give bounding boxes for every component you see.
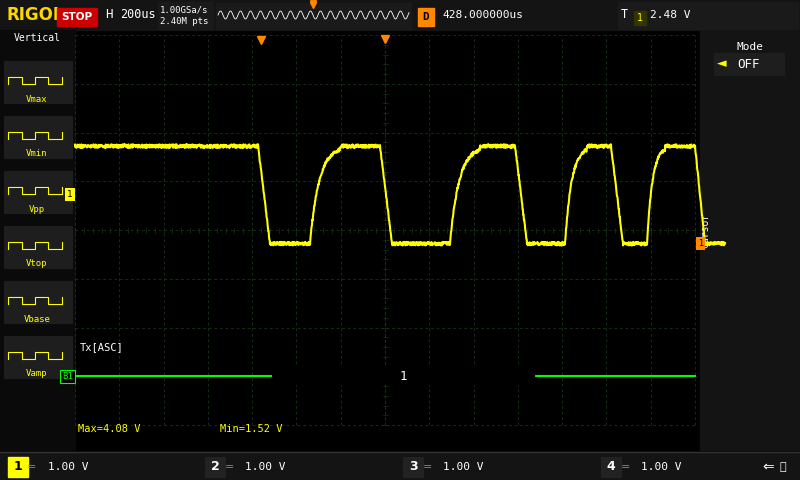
Bar	[158, 2, 213, 29]
Bar	[205, 457, 225, 477]
Bar	[4, 171, 72, 213]
Text: RIGOL: RIGOL	[6, 6, 63, 24]
Text: 1.00 V: 1.00 V	[641, 462, 682, 472]
Bar	[57, 8, 97, 26]
Text: Tx[ASC]: Tx[ASC]	[80, 342, 124, 352]
Bar	[601, 457, 621, 477]
Text: Max=4.08 V: Max=4.08 V	[78, 424, 141, 434]
Bar	[274, 368, 534, 384]
Bar	[714, 53, 784, 75]
Bar	[403, 457, 423, 477]
Text: B1: B1	[62, 372, 73, 381]
Text: =: =	[620, 462, 630, 472]
Bar	[0, 452, 800, 480]
Text: 3: 3	[409, 460, 418, 473]
Bar	[700, 30, 800, 450]
Text: 4: 4	[606, 460, 615, 473]
Text: Vtop: Vtop	[26, 260, 48, 268]
Text: OFF: OFF	[738, 58, 760, 71]
Text: 1: 1	[400, 370, 407, 383]
Text: Cursor: Cursor	[700, 212, 710, 248]
Bar	[618, 2, 798, 29]
Text: 1.00 V: 1.00 V	[443, 462, 483, 472]
Text: Mode: Mode	[737, 42, 763, 52]
Bar	[4, 281, 72, 323]
Bar	[634, 11, 646, 25]
Text: =: =	[224, 462, 234, 472]
Text: 428.000000us: 428.000000us	[442, 10, 523, 20]
Bar	[0, 0, 800, 30]
Text: 1.00GSa/s: 1.00GSa/s	[160, 5, 208, 14]
Text: D: D	[422, 12, 430, 22]
Text: 1: 1	[67, 191, 73, 199]
Bar	[0, 30, 75, 450]
Text: Vamp: Vamp	[26, 370, 48, 379]
Text: ◄: ◄	[717, 58, 727, 71]
Text: Min=1.52 V: Min=1.52 V	[220, 424, 282, 434]
Text: 🔊: 🔊	[779, 462, 786, 472]
Bar	[4, 226, 72, 268]
Text: Vmax: Vmax	[26, 95, 48, 104]
Bar	[4, 61, 72, 103]
Text: Vmin: Vmin	[26, 149, 48, 158]
Text: 1: 1	[698, 239, 703, 248]
Text: 2.40M pts: 2.40M pts	[160, 16, 208, 25]
Text: 1.00 V: 1.00 V	[245, 462, 286, 472]
Text: =: =	[27, 462, 37, 472]
Text: Vbase: Vbase	[23, 314, 50, 324]
Text: 1: 1	[637, 13, 643, 23]
Bar	[216, 3, 411, 29]
Text: STOP: STOP	[62, 12, 93, 22]
Bar	[4, 116, 72, 158]
Text: ⇐: ⇐	[762, 460, 774, 474]
Text: 1: 1	[14, 460, 22, 473]
Text: H: H	[105, 9, 113, 22]
Text: 200us: 200us	[120, 9, 156, 22]
Bar	[75, 35, 695, 425]
Text: Vertical: Vertical	[14, 33, 61, 43]
Text: 1.00 V: 1.00 V	[48, 462, 89, 472]
Text: Vpp: Vpp	[29, 204, 45, 214]
Text: 2: 2	[210, 460, 219, 473]
Bar	[418, 8, 434, 26]
Text: =: =	[422, 462, 432, 472]
Text: 2.48 V: 2.48 V	[650, 10, 690, 20]
Bar	[8, 457, 28, 477]
Bar	[4, 336, 72, 378]
Text: T: T	[621, 9, 628, 22]
